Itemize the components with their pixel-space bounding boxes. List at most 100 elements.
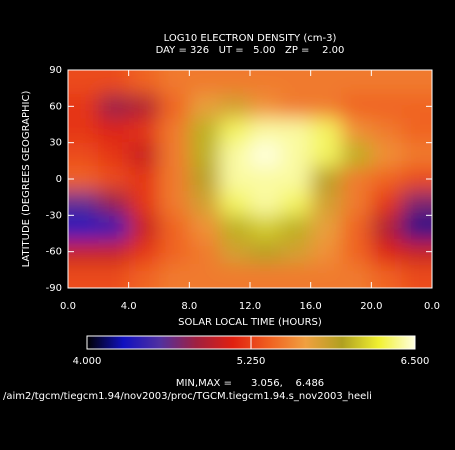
heatmap-cell [341, 239, 372, 265]
y-tick-label: -90 [46, 283, 62, 294]
heatmap-cell [341, 94, 372, 119]
heatmap-cell [128, 191, 160, 216]
heatmap-cell [280, 94, 312, 119]
heatmap-cell [128, 118, 160, 144]
heatmap-cell [280, 215, 312, 241]
heatmap-cell [128, 263, 160, 288]
heatmap-cell [128, 215, 160, 241]
heatmap-cell [280, 142, 312, 168]
heatmap-cell [371, 191, 403, 216]
heatmap-cell [189, 239, 221, 265]
heatmap-cell [189, 70, 221, 95]
x-tick-label: 20.0 [360, 301, 382, 312]
heatmap-cell [250, 215, 281, 241]
chart-subtitle: DAY = 326 UT = 5.00 ZP = 2.00 [156, 45, 345, 56]
heatmap-cell [401, 191, 432, 216]
heatmap-cell [250, 142, 281, 168]
colorbar-tick-label: 4.000 [73, 356, 102, 367]
heatmap-cell [128, 239, 160, 265]
heatmap-cell [341, 215, 372, 241]
heatmap-cell [401, 263, 432, 288]
heatmap-cell [280, 118, 312, 144]
heatmap-cell [371, 70, 403, 95]
heatmap-cell [98, 239, 130, 265]
heatmap-cell [159, 263, 190, 288]
footer: MIN,MAX = 3.056, 6.486 [176, 378, 324, 389]
heatmap-cell [250, 191, 281, 216]
heatmap-cell [371, 263, 403, 288]
heatmap [68, 70, 432, 288]
x-tick-label: 16.0 [300, 301, 322, 312]
y-tick-label: 60 [49, 101, 62, 112]
heatmap-cell [68, 118, 99, 144]
heatmap-cell [250, 70, 281, 95]
heatmap-cell [98, 142, 130, 168]
y-tick-label: 90 [49, 65, 62, 76]
heatmap-cell [98, 118, 130, 144]
heatmap-cell [280, 70, 312, 95]
x-tick-label: 4.0 [121, 301, 137, 312]
heatmap-cell [310, 215, 342, 241]
heatmap-cell [68, 191, 99, 216]
heatmap-cell [341, 191, 372, 216]
heatmap-cell [310, 263, 342, 288]
heatmap-cell [250, 263, 281, 288]
heatmap-cell [219, 191, 251, 216]
heatmap-cell [371, 118, 403, 144]
heatmap-cell [310, 191, 342, 216]
heatmap-cell [371, 94, 403, 119]
heatmap-cell [401, 142, 432, 168]
heatmap-cell [219, 142, 251, 168]
file-path: /aim2/tgcm/tiegcm1.94/nov2003/proc/TGCM.… [3, 391, 372, 402]
chart-title: LOG10 ELECTRON DENSITY (cm-3) [164, 33, 337, 44]
x-axis-title: SOLAR LOCAL TIME (HOURS) [178, 317, 322, 328]
heatmap-cell [159, 215, 190, 241]
x-tick-label: 0.0 [424, 301, 440, 312]
heatmap-cell [219, 215, 251, 241]
heatmap-cell [98, 263, 130, 288]
heatmap-cell [98, 70, 130, 95]
heatmap-cell [159, 70, 190, 95]
heatmap-cell [341, 263, 372, 288]
heatmap-cell [128, 94, 160, 119]
heatmap-cell [250, 239, 281, 265]
heatmap-cell [68, 215, 99, 241]
heatmap-cell [98, 191, 130, 216]
heatmap-cell [68, 142, 99, 168]
x-tick-label: 0.0 [60, 301, 76, 312]
y-tick-label: -30 [46, 210, 62, 221]
heatmap-cell [341, 70, 372, 95]
heatmap-cell [401, 118, 432, 144]
heatmap-cell [219, 263, 251, 288]
heatmap-cell [128, 166, 160, 192]
heatmap-cell [98, 166, 130, 192]
heatmap-cell [189, 166, 221, 192]
x-tick-label: 12.0 [239, 301, 261, 312]
heatmap-cell [310, 166, 342, 192]
heatmap-cell [280, 166, 312, 192]
heatmap-cell [159, 239, 190, 265]
heatmap-cell [159, 191, 190, 216]
heatmap-cell [280, 239, 312, 265]
heatmap-cell [401, 215, 432, 241]
colorbar-tick-label: 6.500 [401, 356, 430, 367]
heatmap-cell [68, 70, 99, 95]
heatmap-cell [219, 94, 251, 119]
heatmap-cell [189, 215, 221, 241]
heatmap-cell [68, 263, 99, 288]
heatmap-cell [371, 239, 403, 265]
heatmap-cell [189, 94, 221, 119]
heatmap-cell [310, 94, 342, 119]
heatmap-cell [280, 263, 312, 288]
heatmap-cell [341, 118, 372, 144]
heatmap-cell [219, 239, 251, 265]
heatmap-cell [159, 142, 190, 168]
heatmap-cell [310, 142, 342, 168]
x-tick-label: 8.0 [181, 301, 197, 312]
y-tick-label: 30 [49, 138, 62, 149]
heatmap-cell [128, 70, 160, 95]
y-tick-label: -60 [46, 247, 62, 258]
heatmap-cell [310, 239, 342, 265]
plot-area [68, 70, 432, 288]
